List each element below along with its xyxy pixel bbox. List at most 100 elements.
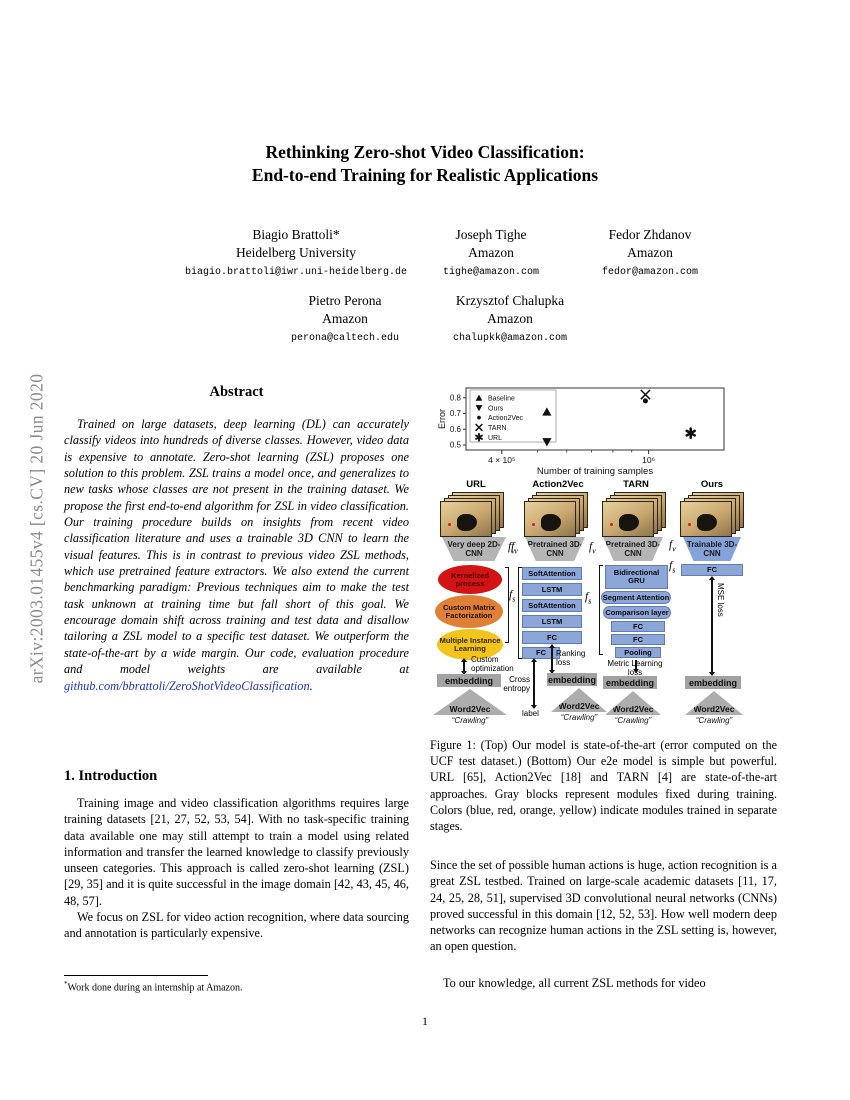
video-frame xyxy=(680,501,732,537)
feature-extractor-tarn: Pretrained 3D-CNN xyxy=(603,537,663,561)
loss-label-target: label xyxy=(522,709,539,718)
loss-label-mse: MSE loss xyxy=(716,583,725,617)
column-title-url: URL xyxy=(466,479,486,490)
abstract-period: . xyxy=(309,678,313,693)
video-frames xyxy=(440,492,504,537)
svg-text:URL: URL xyxy=(488,435,502,442)
module-fc: FC xyxy=(681,564,743,576)
section-heading-introduction: 1. Introduction xyxy=(64,768,158,784)
arrow-head-down xyxy=(460,671,467,675)
abstract-heading: Abstract xyxy=(209,384,264,400)
github-link[interactable]: github.com/bbrattoli/ZeroShotVideoClassi… xyxy=(64,678,310,693)
arrow-head-down xyxy=(548,670,555,674)
footnote-text: Work done during an internship at Amazon… xyxy=(67,982,243,994)
bracket xyxy=(599,565,603,655)
loss-label-cross-entropy: Cross entropy xyxy=(503,675,530,693)
module-lstm-1: LSTM xyxy=(522,583,582,596)
arrow-head-up xyxy=(460,658,467,662)
embedding-box: embedding xyxy=(437,674,501,687)
module-fc-1: FC xyxy=(522,631,582,644)
title-line1: Rethinking Zero-shot Video Classificatio… xyxy=(265,142,585,162)
arrow-head-down xyxy=(530,705,537,709)
module-fc-2: FC xyxy=(522,647,560,659)
fv-label: fv xyxy=(511,541,518,556)
intro-paragraph-2: We focus on ZSL for video action recogni… xyxy=(64,910,409,941)
module-segment-attention: Segment Attention xyxy=(601,591,671,604)
author-name: Pietro Perona xyxy=(308,293,382,308)
svg-text:Ours: Ours xyxy=(488,405,504,412)
loss-label-url: Custom optimization xyxy=(471,655,514,673)
author-email: biagio.brattoli@iwr.uni-heidelberg.de xyxy=(184,267,408,278)
author-block: Krzysztof Chalupka Amazon chalupkk@amazo… xyxy=(410,292,610,344)
arrow xyxy=(711,579,713,673)
module-comparison-layer: Comparison layer xyxy=(603,606,671,619)
crawling-label: “Crawling” xyxy=(614,716,652,725)
svg-text:0.7: 0.7 xyxy=(450,409,462,418)
abstract-text: Trained on large datasets, deep learning… xyxy=(64,416,409,694)
paper-title: Rethinking Zero-shot Video Classificatio… xyxy=(0,141,850,187)
figure1-architecture-diagram: URL Very deep 2D-CNN fv Kernelized proce… xyxy=(430,479,777,737)
footnote: *Work done during an internship at Amazo… xyxy=(64,980,409,993)
footnote-marker: * xyxy=(64,980,68,988)
author-block: Pietro Perona Amazon perona@caltech.edu xyxy=(245,292,445,344)
author-affiliation: Heidelberg University xyxy=(235,244,357,260)
fs-label: fs xyxy=(509,589,516,604)
author-affiliation: Amazon xyxy=(322,310,368,326)
bracket xyxy=(518,567,522,659)
module-kernelized-process: Kernelized process xyxy=(438,565,502,594)
author-block: Fedor Zhdanov Amazon fedor@amazon.com xyxy=(550,226,750,278)
svg-text:Error: Error xyxy=(437,409,447,429)
author-email: fedor@amazon.com xyxy=(601,267,698,278)
fv-label: fv xyxy=(589,541,596,556)
svg-text:0.8: 0.8 xyxy=(450,393,462,402)
author-affiliation: Amazon xyxy=(468,244,514,260)
figure1-error-chart: 0.5 0.6 0.7 0.8 4 × 10⁵ 10⁶ Error Number of tra… xyxy=(437,387,725,477)
module-pooling: Pooling xyxy=(615,647,661,658)
feature-extractor-ours: Trainable 3D-CNN xyxy=(683,537,741,561)
module-multiple-instance-learning: Multiple Instance Learning xyxy=(437,629,503,660)
arrow xyxy=(551,647,553,672)
svg-text:0.5: 0.5 xyxy=(450,441,462,450)
author-block: Biagio Brattoli* Heidelberg University b… xyxy=(146,226,446,278)
video-frames xyxy=(524,492,588,537)
video-frame xyxy=(524,501,576,537)
module-fc-1: FC xyxy=(611,621,665,632)
author-email: tighe@amazon.com xyxy=(442,267,539,278)
author-name: Biagio Brattoli* xyxy=(252,227,340,242)
svg-text:10⁶: 10⁶ xyxy=(642,455,655,465)
author-affiliation: Amazon xyxy=(487,310,533,326)
arrow-head-up xyxy=(530,658,537,662)
svg-text:0.6: 0.6 xyxy=(450,425,462,434)
footnote-rule xyxy=(64,975,208,976)
module-fc-2: FC xyxy=(611,634,665,645)
intro-paragraph-1: Training image and video classification … xyxy=(64,796,409,908)
title-line2: End-to-end Training for Realistic Applic… xyxy=(251,165,599,185)
arrow-head-up xyxy=(708,576,715,580)
crawling-label: “Crawling” xyxy=(695,716,733,725)
module-custom-matrix-factorization: Custom Matrix Factorization xyxy=(435,595,503,628)
feature-extractor-action2vec: Pretrained 3D-CNN xyxy=(525,537,585,561)
module-softattention-2: SoftAttention xyxy=(522,599,582,612)
author-name: Krzysztof Chalupka xyxy=(455,293,565,308)
feature-extractor-url: Very deep 2D-CNN xyxy=(442,537,506,561)
word2vec-triangle: Word2Vec xyxy=(551,688,607,712)
column-title-action2vec: Action2Vec xyxy=(532,479,584,490)
svg-text:Number of training samples: Number of training samples xyxy=(537,466,653,477)
loss-label-ranking: Ranking loss xyxy=(556,649,586,667)
author-email: chalupkk@amazon.com xyxy=(452,333,568,344)
page-number: 1 xyxy=(422,1014,428,1028)
author-name: Joseph Tighe xyxy=(455,227,527,242)
fs-label: fs xyxy=(585,591,592,606)
video-frames xyxy=(602,492,666,537)
arrow-head-up xyxy=(548,644,555,648)
author-affiliation: Amazon xyxy=(627,244,673,260)
arrow xyxy=(533,661,535,706)
video-frames xyxy=(680,492,744,537)
word2vec-triangle: Word2Vec xyxy=(605,691,661,715)
arrow xyxy=(635,660,637,671)
abstract-body: Trained on large datasets, deep learning… xyxy=(64,417,409,677)
column-title-ours: Ours xyxy=(700,479,724,490)
svg-text:TARN: TARN xyxy=(488,425,507,432)
svg-text:Action2Vec: Action2Vec xyxy=(488,415,524,422)
